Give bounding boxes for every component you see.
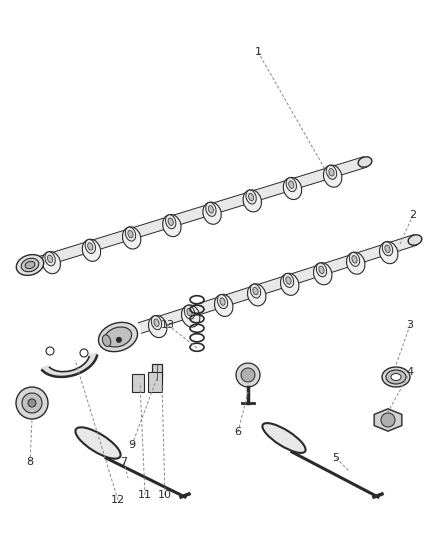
- Ellipse shape: [104, 327, 132, 347]
- Ellipse shape: [220, 298, 225, 305]
- Ellipse shape: [42, 252, 60, 274]
- Text: 13: 13: [161, 320, 175, 330]
- Ellipse shape: [247, 284, 266, 306]
- Ellipse shape: [289, 181, 294, 188]
- Ellipse shape: [385, 245, 390, 253]
- Ellipse shape: [21, 259, 39, 272]
- Ellipse shape: [85, 239, 95, 254]
- Ellipse shape: [358, 157, 372, 167]
- Ellipse shape: [246, 190, 256, 204]
- Ellipse shape: [391, 374, 401, 381]
- Ellipse shape: [386, 370, 406, 384]
- Ellipse shape: [382, 367, 410, 387]
- Ellipse shape: [215, 294, 233, 317]
- Ellipse shape: [162, 214, 181, 237]
- Polygon shape: [374, 409, 402, 431]
- Ellipse shape: [408, 235, 422, 245]
- Ellipse shape: [283, 273, 294, 287]
- Circle shape: [116, 337, 122, 343]
- Ellipse shape: [379, 241, 398, 264]
- Ellipse shape: [208, 206, 213, 213]
- Ellipse shape: [316, 263, 327, 277]
- Ellipse shape: [314, 263, 332, 285]
- Ellipse shape: [326, 165, 337, 179]
- Ellipse shape: [319, 266, 324, 273]
- Circle shape: [381, 413, 395, 427]
- Circle shape: [241, 368, 255, 382]
- Text: 6: 6: [234, 427, 241, 437]
- Circle shape: [236, 363, 260, 387]
- Ellipse shape: [206, 203, 216, 216]
- Ellipse shape: [346, 252, 365, 274]
- Ellipse shape: [184, 305, 195, 319]
- Polygon shape: [28, 157, 367, 270]
- Ellipse shape: [128, 230, 133, 238]
- Bar: [132, 374, 144, 392]
- Ellipse shape: [253, 287, 258, 295]
- Ellipse shape: [250, 284, 261, 298]
- Ellipse shape: [88, 243, 93, 250]
- Text: 11: 11: [138, 490, 152, 500]
- Bar: [148, 372, 162, 392]
- Ellipse shape: [168, 218, 173, 225]
- Circle shape: [22, 393, 42, 413]
- Ellipse shape: [203, 202, 221, 224]
- Text: 2: 2: [410, 210, 417, 220]
- Ellipse shape: [217, 295, 228, 309]
- Ellipse shape: [187, 309, 192, 316]
- Ellipse shape: [280, 273, 299, 295]
- Text: 12: 12: [111, 495, 125, 505]
- Text: 3: 3: [406, 320, 413, 330]
- Ellipse shape: [262, 423, 306, 453]
- Ellipse shape: [148, 316, 167, 337]
- Ellipse shape: [286, 177, 297, 192]
- Text: 8: 8: [26, 457, 34, 467]
- Ellipse shape: [16, 255, 44, 276]
- Ellipse shape: [125, 227, 136, 241]
- Ellipse shape: [75, 427, 120, 459]
- Circle shape: [28, 399, 36, 407]
- Ellipse shape: [82, 239, 101, 261]
- Ellipse shape: [99, 322, 138, 352]
- Ellipse shape: [243, 190, 261, 212]
- Ellipse shape: [382, 242, 393, 256]
- Ellipse shape: [248, 193, 254, 201]
- Ellipse shape: [45, 252, 55, 266]
- Ellipse shape: [350, 253, 360, 266]
- Ellipse shape: [166, 215, 176, 229]
- Text: 9: 9: [128, 440, 136, 450]
- Ellipse shape: [181, 305, 200, 327]
- Ellipse shape: [102, 335, 111, 346]
- Text: 1: 1: [254, 47, 261, 57]
- Polygon shape: [40, 352, 97, 377]
- Text: 10: 10: [158, 490, 172, 500]
- Text: 7: 7: [120, 457, 127, 467]
- Ellipse shape: [352, 256, 357, 263]
- Ellipse shape: [286, 277, 291, 284]
- Text: 5: 5: [332, 453, 339, 463]
- Ellipse shape: [329, 168, 334, 176]
- Ellipse shape: [323, 165, 342, 187]
- Ellipse shape: [25, 261, 35, 269]
- Text: 4: 4: [406, 367, 413, 377]
- Circle shape: [16, 387, 48, 419]
- Circle shape: [80, 349, 88, 357]
- Polygon shape: [138, 235, 417, 333]
- Ellipse shape: [151, 316, 162, 330]
- Ellipse shape: [283, 177, 302, 199]
- Circle shape: [46, 347, 54, 355]
- Ellipse shape: [154, 319, 159, 327]
- Ellipse shape: [123, 227, 141, 249]
- Ellipse shape: [47, 255, 53, 263]
- Bar: [152, 364, 162, 380]
